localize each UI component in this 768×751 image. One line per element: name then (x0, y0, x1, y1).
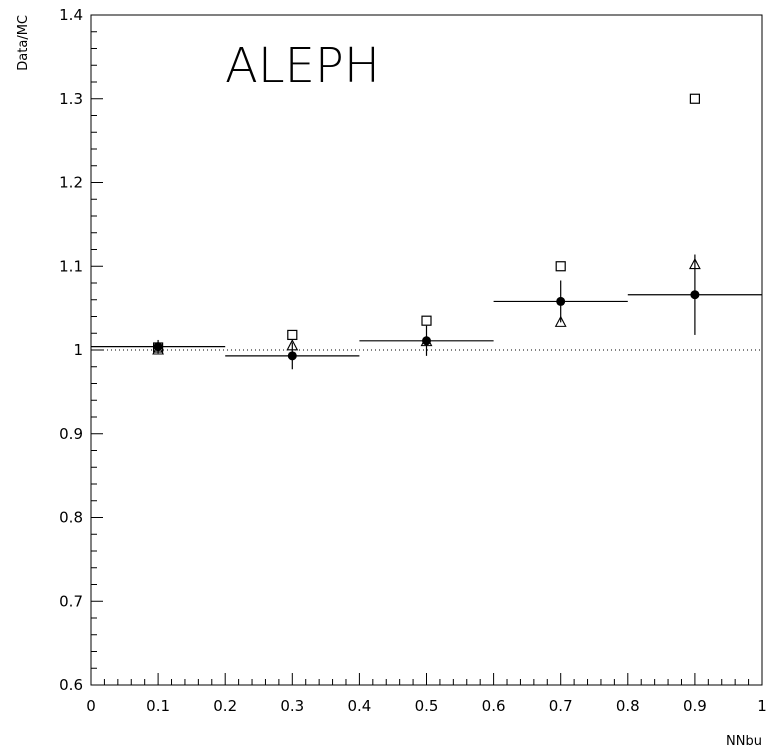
data-point-triangle (554, 315, 567, 327)
x-tick-label: 0.3 (280, 697, 304, 715)
x-tick-label: 0.9 (683, 697, 707, 715)
x-tick-label: 0.5 (415, 697, 439, 715)
data-marks (91, 93, 762, 370)
x-axis-label: NNbu (726, 734, 762, 749)
data-point-circle (690, 290, 700, 300)
data-point-square (153, 342, 164, 353)
x-tick-label: 0.1 (146, 697, 170, 715)
y-tick-label: 1.4 (59, 6, 83, 24)
y-tick-label: 0.9 (59, 425, 83, 443)
data-point-circle (422, 336, 431, 346)
x-tick-label: 0.8 (616, 697, 640, 715)
data-point-circle (287, 351, 297, 361)
x-tick-label: 0.2 (213, 697, 237, 715)
x-tick-labels: 0 0.1 0.2 0.3 0.4 0.5 0.6 0.7 0.8 0.9 1 (86, 697, 767, 715)
data-point-square (287, 329, 298, 341)
data-point-triangle (286, 339, 299, 351)
axis-ticks (90, 14, 763, 686)
x-tick-label: 0 (86, 697, 96, 715)
data-point-circle (556, 296, 566, 306)
y-tick-labels: 0.6 0.7 0.8 0.9 1 1.1 1.2 1.3 1.4 (59, 6, 83, 694)
data-point-triangle (420, 334, 433, 347)
x-tick-label: 0.4 (347, 697, 371, 715)
x-tick-label: 0.6 (482, 697, 506, 715)
x-tick-label: 1 (757, 697, 767, 715)
y-axis-label: Data/MC (16, 15, 31, 71)
x-tick-label: 0.7 (549, 697, 573, 715)
data-point-triangle (688, 257, 701, 270)
y-tick-label: 0.6 (59, 676, 83, 694)
y-tick-label: 1.3 (59, 90, 83, 108)
y-tick-label: 0.8 (59, 509, 83, 527)
data-point-square (689, 93, 701, 104)
y-tick-label: 1.1 (59, 257, 83, 275)
y-tick-label: 1.2 (59, 174, 83, 192)
chart-title: ALEPH (225, 38, 380, 94)
data-point-square (421, 315, 432, 326)
data-point-triangle (152, 343, 165, 355)
y-tick-label: 0.7 (59, 592, 83, 610)
data-point-square (555, 261, 566, 272)
y-tick-label: 1 (73, 341, 83, 359)
